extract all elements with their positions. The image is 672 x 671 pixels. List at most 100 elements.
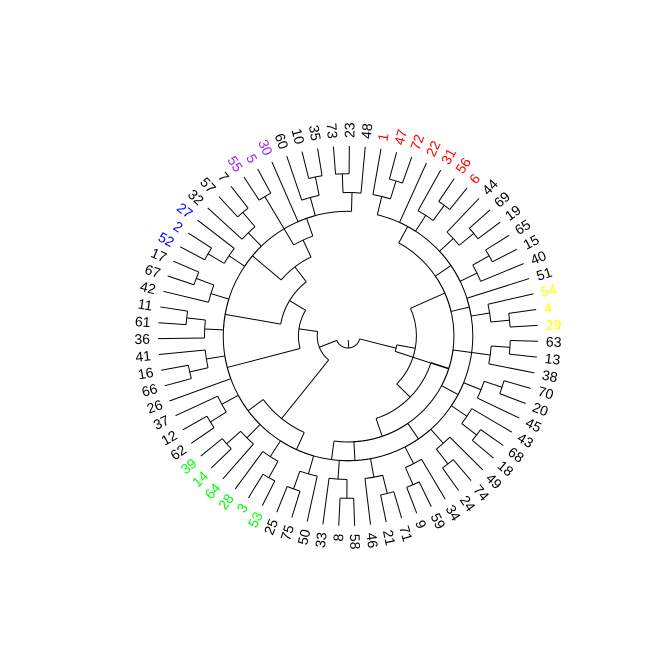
branch-segment [286,155,303,201]
branch-segment [207,207,243,240]
branch-segment [477,397,520,419]
branch-segment [380,494,387,523]
branch-segment [375,418,383,437]
branch-segment [264,196,295,246]
tip-label: 21 [380,528,399,547]
branch-segment [376,196,383,215]
tip-label: 62 [167,441,189,463]
branch-segment [451,405,468,417]
tip-label: 55 [224,153,246,175]
branch-segment [160,306,188,312]
branch-segment [218,196,239,218]
branch-segment [480,263,524,282]
branch-arc [262,473,276,482]
branch-segment [370,458,375,478]
branch-segment [188,232,212,249]
tip-label: 37 [151,412,172,433]
tip-label: 54 [539,281,558,300]
tip-label: 59 [428,510,449,531]
tip-label: 12 [158,427,180,449]
tip-label: 36 [134,331,150,347]
branch-segment [158,337,205,340]
branch-segment [309,197,316,216]
branch-segment [394,350,449,370]
branch-arc [485,249,493,263]
tip-label: 40 [528,247,549,268]
branch-segment [449,436,484,471]
branch-arc [417,210,434,221]
tip-label: 75 [277,523,297,543]
branch-segment [452,459,472,482]
branch-segment [317,148,323,176]
branch-segment [452,349,491,356]
branch-segment [189,367,209,373]
branch-arc [364,474,383,480]
branch-segment [491,345,510,348]
branch-segment [488,363,535,374]
branch-segment [350,192,353,212]
branch-segment [163,290,209,303]
branch-segment [449,187,468,210]
tip-label: 15 [520,231,541,252]
branch-arc [297,215,316,223]
branch-segment [230,185,249,209]
branch-segment [306,476,318,522]
branch-segment [477,221,501,240]
branch-segment [359,338,397,349]
branch-segment [257,168,272,194]
branch-segment [461,423,477,436]
branch-segment [246,424,261,439]
branch-arc [446,231,460,246]
branch-segment [458,233,475,246]
tip-label: 34 [443,502,465,524]
branch-arc [396,308,417,385]
branch-segment [341,173,344,193]
branch-arc [339,458,371,462]
branch-segment [471,408,513,433]
branch-segment [364,478,371,525]
branch-segment [210,448,232,469]
tip-label: 56 [452,154,474,176]
branch-segment [435,265,452,277]
branch-segment [432,205,445,221]
branch-segment [227,348,301,368]
branch-segment [242,212,256,228]
branch-segment [388,152,398,180]
branch-segment [314,176,320,196]
branch-segment [472,255,490,266]
tip-label: 72 [407,132,427,152]
tip-label: 58 [347,534,364,550]
branch-segment [438,178,455,202]
branch-segment [463,382,482,391]
branch-segment [276,486,288,513]
branch-arc [508,313,511,327]
branch-segment [210,411,227,423]
branch-segment [182,415,208,431]
tip-label: 63 [546,334,562,350]
branch-segment [410,292,446,309]
tip-label: 35 [306,124,324,142]
tip-label: 33 [312,531,330,549]
branch-segment [302,239,312,258]
branch-segment [353,441,356,461]
branch-arc [399,221,416,232]
branch-segment [407,423,419,440]
branch-segment [161,364,189,371]
tip-label: 43 [515,429,537,451]
branch-segment [480,429,504,446]
branch-arc [472,264,482,282]
branch-segment [306,218,314,237]
branch-arc [469,227,479,240]
branch-arc [333,242,455,443]
tip-label: 45 [523,414,544,435]
branch-arc [487,304,492,323]
branch-segment [337,460,340,480]
branch-segment [466,278,530,299]
branch-segment [396,344,416,349]
branch-segment [261,480,276,506]
branch-segment [158,349,206,356]
branch-segment [206,355,225,360]
tip-label: 71 [396,524,416,544]
tip-label: 13 [544,350,561,368]
